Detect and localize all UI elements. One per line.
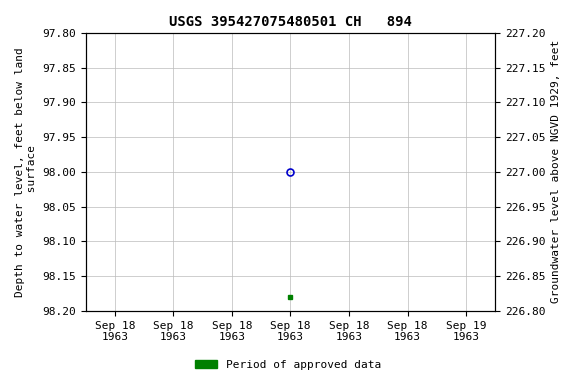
Title: USGS 395427075480501 CH   894: USGS 395427075480501 CH 894 bbox=[169, 15, 412, 29]
Y-axis label: Depth to water level, feet below land
 surface: Depth to water level, feet below land su… bbox=[15, 47, 37, 297]
Legend: Period of approved data: Period of approved data bbox=[191, 356, 385, 375]
Y-axis label: Groundwater level above NGVD 1929, feet: Groundwater level above NGVD 1929, feet bbox=[551, 40, 561, 303]
